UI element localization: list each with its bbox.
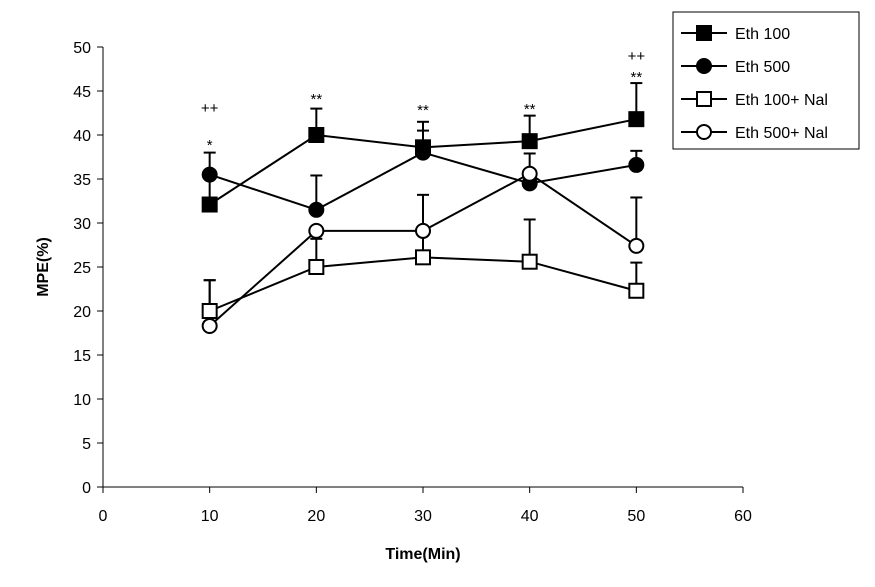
legend-item: Eth 500+ Nal xyxy=(681,124,828,142)
significance-mark: ** xyxy=(524,101,536,118)
legend-label: Eth 100+ Nal xyxy=(735,92,828,109)
x-tick-label: 10 xyxy=(201,508,219,525)
significance-mark: ** xyxy=(630,69,642,86)
y-tick-label: 20 xyxy=(73,304,91,321)
data-point xyxy=(415,222,431,239)
data-point xyxy=(308,201,325,218)
data-point xyxy=(201,317,218,334)
legend-marker xyxy=(696,25,712,41)
data-point xyxy=(628,156,645,173)
x-axis-title: Time(Min) xyxy=(385,546,460,563)
legend-marker xyxy=(696,91,712,107)
series-line-3 xyxy=(209,256,637,312)
legend: Eth 100 Eth 500 Eth 100+ Nal Eth 500+ Nal xyxy=(672,11,860,150)
y-tick-label: 45 xyxy=(73,84,91,101)
legend-item: Eth 100+ Nal xyxy=(681,91,828,109)
annotations: ++***** **++** xyxy=(201,48,645,154)
x-tick-label: 60 xyxy=(734,508,752,525)
data-point xyxy=(628,237,645,254)
y-tick-label: 30 xyxy=(73,216,91,233)
data-point xyxy=(628,282,645,299)
data-point xyxy=(415,249,431,266)
y-tick-label: 15 xyxy=(73,348,91,365)
y-tick-label: 5 xyxy=(82,436,91,453)
legend-marker xyxy=(696,58,712,74)
data-point xyxy=(201,303,218,319)
data-point xyxy=(201,196,218,213)
data-point xyxy=(201,166,218,183)
data-point xyxy=(521,253,538,270)
data-point xyxy=(308,259,325,275)
y-tick-label: 25 xyxy=(73,260,91,277)
x-tick-label: 40 xyxy=(521,508,539,525)
y-tick-label: 0 xyxy=(82,480,91,497)
legend-label: Eth 500+ Nal xyxy=(735,125,828,142)
x-tick-label: 30 xyxy=(414,508,432,525)
legend-label: Eth 500 xyxy=(735,59,790,76)
significance-mark: ++ xyxy=(201,100,219,117)
data-point xyxy=(628,111,645,128)
y-tick-label: 50 xyxy=(73,40,91,57)
significance-mark: ** xyxy=(310,91,322,108)
y-axis-title: MPE(%) xyxy=(35,237,52,297)
legend-item: Eth 100 xyxy=(681,25,790,43)
y-tick-label: 35 xyxy=(73,172,91,189)
plot-area xyxy=(201,82,645,334)
y-tick-label: 10 xyxy=(73,392,91,409)
x-tick-label: 20 xyxy=(307,508,325,525)
x-tick-label: 50 xyxy=(627,508,645,525)
data-point xyxy=(415,144,431,161)
data-point xyxy=(521,133,538,150)
significance-mark: ** xyxy=(417,102,429,119)
significance-mark: ++ xyxy=(628,48,646,65)
legend-marker xyxy=(696,124,712,140)
x-tick-label: 0 xyxy=(99,508,108,525)
data-point xyxy=(308,222,325,239)
axes: 0 5 10 15 20 25 30 35 40 45 50 0 10 20 30 40 50 60 xyxy=(73,40,752,525)
data-point xyxy=(308,127,325,143)
legend-label: Eth 100 xyxy=(735,26,790,43)
significance-mark: * xyxy=(207,137,213,154)
y-tick-label: 40 xyxy=(73,128,91,145)
legend-item: Eth 500 xyxy=(681,58,790,76)
data-point xyxy=(521,165,538,182)
